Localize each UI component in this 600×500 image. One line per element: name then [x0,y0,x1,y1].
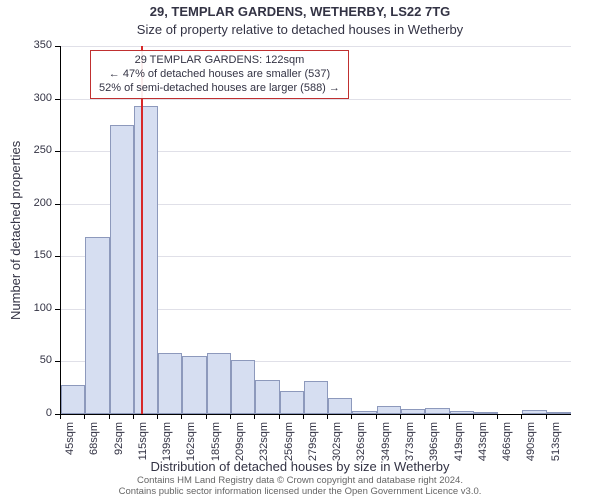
x-tick-mark [303,414,304,419]
x-tick-label: 279sqm [307,422,319,466]
x-tick-mark [84,414,85,419]
x-tick-mark [424,414,425,419]
y-tick-mark [55,309,60,310]
histogram-bar [207,353,231,414]
y-axis-label: Number of detached properties [8,141,23,320]
x-tick-label: 68sqm [88,422,100,466]
annotation-box: 29 TEMPLAR GARDENS: 122sqm ← 47% of deta… [90,50,349,99]
y-tick-mark [55,256,60,257]
x-tick-label: 443sqm [477,422,489,466]
histogram-bar [85,237,109,414]
histogram-bar [425,408,449,414]
gridline [61,46,571,47]
x-tick-mark [497,414,498,419]
histogram-bar [134,106,158,414]
x-tick-mark [109,414,110,419]
histogram-bar [304,381,328,414]
histogram-bar [280,391,304,414]
y-tick-mark [55,361,60,362]
x-tick-mark [376,414,377,419]
x-tick-label: 513sqm [550,422,562,466]
reference-line [141,46,143,414]
chart-plot-area [60,46,571,415]
histogram-bar [352,411,376,414]
x-tick-label: 373sqm [404,422,416,466]
histogram-bar [182,356,206,414]
x-tick-label: 115sqm [137,422,149,466]
y-tick-mark [55,46,60,47]
histogram-bar [522,410,546,414]
chart-container: 29, TEMPLAR GARDENS, WETHERBY, LS22 7TG … [0,0,600,500]
x-tick-mark [133,414,134,419]
histogram-bar [401,409,425,414]
histogram-bar [158,353,182,414]
histogram-bar [450,411,474,414]
x-tick-label: 419sqm [453,422,465,466]
x-tick-mark [521,414,522,419]
histogram-bar [61,385,85,414]
y-tick-label: 50 [22,354,52,366]
x-tick-mark [279,414,280,419]
x-tick-mark [327,414,328,419]
x-tick-label: 232sqm [258,422,270,466]
histogram-bar [474,412,498,414]
x-tick-mark [473,414,474,419]
x-tick-mark [449,414,450,419]
y-tick-label: 0 [22,407,52,419]
x-tick-label: 92sqm [113,422,125,466]
chart-footnote: Contains HM Land Registry data © Crown c… [0,476,600,498]
x-tick-label: 466sqm [501,422,513,466]
x-tick-label: 45sqm [64,422,76,466]
histogram-bar [377,406,401,414]
footnote-line-1: Contains HM Land Registry data © Crown c… [137,475,463,486]
histogram-bar [110,125,134,414]
x-tick-label: 396sqm [428,422,440,466]
chart-subtitle: Size of property relative to detached ho… [0,22,600,37]
x-tick-mark [400,414,401,419]
x-tick-label: 209sqm [234,422,246,466]
histogram-bar [255,380,279,414]
annotation-line-3: 52% of semi-detached houses are larger (… [99,82,340,94]
x-tick-mark [60,414,61,419]
x-tick-label: 185sqm [210,422,222,466]
y-tick-label: 350 [22,39,52,51]
y-tick-label: 250 [22,144,52,156]
y-tick-label: 100 [22,302,52,314]
annotation-line-1: 29 TEMPLAR GARDENS: 122sqm [135,54,305,66]
histogram-bar [547,412,571,414]
y-tick-label: 150 [22,249,52,261]
x-tick-mark [351,414,352,419]
x-tick-mark [157,414,158,419]
x-tick-mark [546,414,547,419]
y-tick-mark [55,151,60,152]
footnote-line-2: Contains public sector information licen… [119,486,482,497]
y-tick-mark [55,204,60,205]
annotation-line-2: ← 47% of detached houses are smaller (53… [109,68,330,80]
histogram-bar [328,398,352,414]
x-tick-label: 139sqm [161,422,173,466]
y-tick-mark [55,99,60,100]
histogram-bar [231,360,255,414]
x-tick-mark [206,414,207,419]
x-tick-label: 349sqm [380,422,392,466]
x-tick-label: 162sqm [185,422,197,466]
x-tick-label: 256sqm [283,422,295,466]
x-tick-mark [230,414,231,419]
x-tick-mark [254,414,255,419]
y-tick-label: 300 [22,92,52,104]
y-tick-label: 200 [22,197,52,209]
chart-title: 29, TEMPLAR GARDENS, WETHERBY, LS22 7TG [0,4,600,19]
x-tick-label: 302sqm [331,422,343,466]
x-tick-label: 490sqm [525,422,537,466]
x-tick-label: 326sqm [355,422,367,466]
x-tick-mark [181,414,182,419]
